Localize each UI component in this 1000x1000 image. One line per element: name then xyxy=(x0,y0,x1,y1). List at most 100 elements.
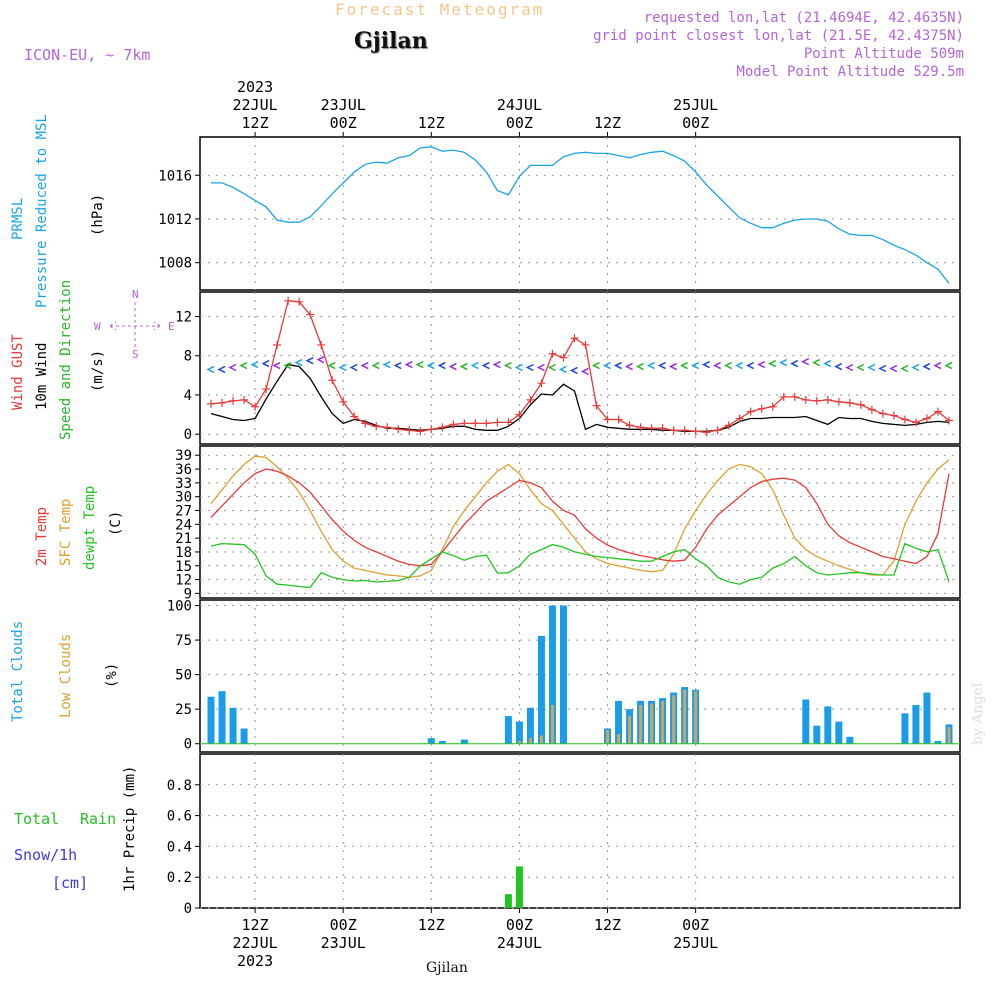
total-cloud-bar xyxy=(824,706,832,744)
top-date-label: 22JUL xyxy=(232,96,277,114)
gust-marker xyxy=(889,411,898,420)
top-date-label: 25JUL xyxy=(673,96,718,114)
total-cloud-bar xyxy=(438,740,446,744)
panel-frame-4 xyxy=(199,753,961,909)
gust-marker xyxy=(768,402,777,411)
precip-label-snow: Snow/1h xyxy=(14,846,78,864)
bottom-date-label: 22JUL xyxy=(232,934,277,952)
gust-marker xyxy=(856,400,865,409)
total-cloud-bar xyxy=(846,736,854,744)
compass-west: W xyxy=(94,320,101,333)
y-tick-label: 0.2 xyxy=(167,870,192,886)
gust-marker xyxy=(372,422,381,431)
total-cloud-bar xyxy=(615,700,623,744)
y-tick-label: 25 xyxy=(175,702,192,718)
wind-direction-arrow xyxy=(713,361,722,370)
wind-direction-arrow xyxy=(316,355,325,364)
dewpt-temp-line xyxy=(210,542,950,589)
gust-marker xyxy=(207,399,216,408)
total-cloud-bar xyxy=(218,691,226,744)
top-time-label: 12Z xyxy=(242,114,269,132)
bottom-date-label: 24JUL xyxy=(497,934,542,952)
total-cloud-bar xyxy=(460,739,468,744)
wind-direction-arrow xyxy=(404,360,413,369)
wind-direction-arrow xyxy=(812,358,821,367)
y-tick-label: 0.8 xyxy=(167,778,192,794)
y-tick-label: 18 xyxy=(175,545,192,561)
panel-frame-0 xyxy=(199,136,961,291)
precip-label-rain: Rain xyxy=(80,810,117,828)
wind-direction-arrow xyxy=(845,363,854,372)
gust-marker xyxy=(427,425,436,434)
top-time-label: 00Z xyxy=(506,114,533,132)
y-tick-label: 30 xyxy=(175,490,192,506)
wind-direction-arrow xyxy=(679,361,688,370)
gust-marker xyxy=(328,376,337,385)
y-tick-label: 4 xyxy=(184,388,192,404)
bottom-time-label: 00Z xyxy=(682,916,709,934)
wind-direction-arrow xyxy=(944,361,953,370)
wind-direction-arrow xyxy=(558,365,567,374)
gust-marker xyxy=(911,418,920,427)
gust-marker xyxy=(394,425,403,434)
gust-marker xyxy=(933,407,942,416)
low-cloud-bar xyxy=(683,689,687,744)
wind-direction-arrow xyxy=(613,361,622,370)
top-time-label: 12Z xyxy=(418,114,445,132)
wind-direction-arrow xyxy=(338,363,347,372)
wind-direction-arrow xyxy=(393,361,402,370)
gust-marker xyxy=(636,423,645,432)
gust-marker xyxy=(383,423,392,432)
y-tick-label: 8 xyxy=(184,349,192,365)
wind-direction-arrow xyxy=(525,363,534,372)
gust-marker xyxy=(284,296,293,305)
gust-marker xyxy=(559,353,568,362)
gust-marker xyxy=(603,415,612,424)
bottom-year-label: 2023 xyxy=(237,952,273,970)
point-altitude: Point Altitude 509m xyxy=(803,46,964,62)
top-time-label: 12Z xyxy=(594,114,621,132)
gust-marker xyxy=(735,414,744,423)
gust-marker xyxy=(757,404,766,413)
wind-direction-arrow xyxy=(206,365,215,374)
top-date-label: 24JUL xyxy=(497,96,542,114)
bottom-time-label: 00Z xyxy=(330,916,357,934)
wind-direction-arrow xyxy=(437,361,446,370)
gust-marker xyxy=(460,419,469,428)
wind-direction-arrow xyxy=(294,358,303,367)
wind-direction-arrow xyxy=(371,361,380,370)
gust-marker xyxy=(790,392,799,401)
wind-direction-arrow xyxy=(856,363,865,372)
total-cloud-bar xyxy=(802,699,810,744)
gust-marker xyxy=(801,395,810,404)
model-label: ICON-EU, ~ 7km xyxy=(24,46,151,64)
total-cloud-bar xyxy=(934,740,942,744)
model-point-altitude: Model Point Altitude 529.5m xyxy=(736,64,964,80)
wind-direction-arrow xyxy=(448,362,457,371)
wind-direction-arrow xyxy=(889,364,898,373)
compass-north: N xyxy=(132,288,139,301)
wind-direction-arrow xyxy=(492,360,501,369)
gust-marker xyxy=(273,340,282,349)
gust-marker xyxy=(845,398,854,407)
total-cloud-bar xyxy=(240,728,248,744)
wind-direction-arrow xyxy=(382,360,391,369)
total-cloud-bar xyxy=(504,716,512,744)
gust-marker xyxy=(944,416,953,425)
precip-label-cm: [cm] xyxy=(52,874,89,892)
bottom-time-label: 12Z xyxy=(594,916,621,934)
low-cloud-bar xyxy=(661,700,665,744)
y-tick-label: 100 xyxy=(167,599,192,615)
compass-rose xyxy=(109,302,161,350)
low-cloud-bar xyxy=(639,705,643,744)
wind-direction-arrow xyxy=(481,361,490,370)
wind-direction-arrow xyxy=(668,362,677,371)
wind-direction-arrow xyxy=(536,363,545,372)
total-cloud-bar xyxy=(537,635,545,744)
y-tick-label: 36 xyxy=(175,462,192,478)
wind-direction-arrow xyxy=(690,361,699,370)
panel-frame-2 xyxy=(199,445,961,599)
wind-direction-arrow xyxy=(768,359,777,368)
total-cloud-bar xyxy=(901,713,909,744)
